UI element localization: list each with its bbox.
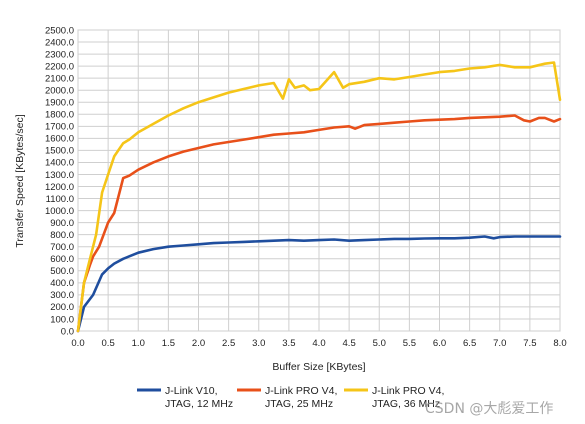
x-tick-label: 6.5 xyxy=(463,338,476,349)
y-tick-label: 900.0 xyxy=(50,218,74,229)
x-tick-label: 2.5 xyxy=(222,338,235,349)
y-tick-label: 1200.0 xyxy=(45,182,74,193)
y-tick-label: 2500.0 xyxy=(45,25,74,36)
grid xyxy=(77,29,561,332)
y-tick-label: 1600.0 xyxy=(45,134,74,145)
legend-label: JTAG, 25 MHz xyxy=(265,398,333,410)
y-tick-label: 800.0 xyxy=(50,230,74,241)
legend-label: JTAG, 36 MHz xyxy=(372,398,440,410)
y-tick-label: 1300.0 xyxy=(45,170,74,181)
x-tick-label: 3.0 xyxy=(252,338,265,349)
y-tick-label: 1700.0 xyxy=(45,122,74,133)
y-tick-label: 400.0 xyxy=(50,278,74,289)
x-tick-label: 5.0 xyxy=(373,338,386,349)
x-tick-label: 5.5 xyxy=(403,338,416,349)
y-tick-label: 1100.0 xyxy=(46,194,74,205)
x-tick-label: 4.0 xyxy=(312,338,325,349)
y-tick-label: 2000.0 xyxy=(45,86,74,97)
legend-label: J-Link PRO V4, xyxy=(265,385,337,397)
series-line xyxy=(76,61,562,333)
y-tick-label: 1500.0 xyxy=(45,146,74,157)
legend-label: JTAG, 12 MHz xyxy=(165,398,233,410)
series-layer xyxy=(76,61,562,333)
x-tick-label: 8.0 xyxy=(553,338,566,349)
y-axis-ticks: 0.0100.0200.0300.0400.0500.0600.0700.080… xyxy=(45,25,74,337)
y-tick-label: 2100.0 xyxy=(45,73,74,84)
x-axis-title: Buffer Size [KBytes] xyxy=(272,361,365,373)
x-tick-label: 7.0 xyxy=(493,338,506,349)
legend-label: J-Link V10, xyxy=(165,385,218,397)
y-tick-label: 2200.0 xyxy=(45,61,74,72)
legend-label: J-Link PRO V4, xyxy=(372,385,444,397)
y-tick-label: 1900.0 xyxy=(45,98,74,109)
y-tick-label: 500.0 xyxy=(50,266,74,277)
x-tick-label: 2.0 xyxy=(192,338,205,349)
y-axis-title: Transfer Speed [KBytes/sec] xyxy=(14,114,26,247)
watermark: CSDN @大彪爱工作 xyxy=(425,401,553,417)
y-tick-label: 300.0 xyxy=(50,290,74,301)
x-tick-label: 6.0 xyxy=(433,338,446,349)
y-tick-label: 700.0 xyxy=(50,242,74,253)
y-tick-label: 600.0 xyxy=(50,254,74,265)
y-tick-label: 100.0 xyxy=(50,314,74,325)
x-tick-label: 3.5 xyxy=(282,338,295,349)
y-tick-label: 1400.0 xyxy=(45,158,74,169)
y-tick-label: 0.0 xyxy=(61,326,74,337)
series-line xyxy=(76,235,562,333)
y-tick-label: 2400.0 xyxy=(45,37,74,48)
x-tick-label: 0.0 xyxy=(71,338,84,349)
x-tick-label: 1.5 xyxy=(162,338,175,349)
x-axis-ticks: 0.0 0.5 1.0 1.5 2.0 2.5 3.0 3.5 4.0 4.5 5.0 5.5 6.0 6… xyxy=(71,338,566,349)
y-tick-label: 1800.0 xyxy=(45,110,74,121)
x-tick-label: 1.0 xyxy=(132,338,145,349)
y-tick-label: 1000.0 xyxy=(45,206,74,217)
y-tick-label: 200.0 xyxy=(50,302,74,313)
y-tick-label: 2300.0 xyxy=(45,49,74,60)
x-tick-label: 7.5 xyxy=(523,338,536,349)
x-tick-label: 4.5 xyxy=(343,338,356,349)
series-line xyxy=(76,114,562,333)
x-tick-label: 0.5 xyxy=(102,338,115,349)
